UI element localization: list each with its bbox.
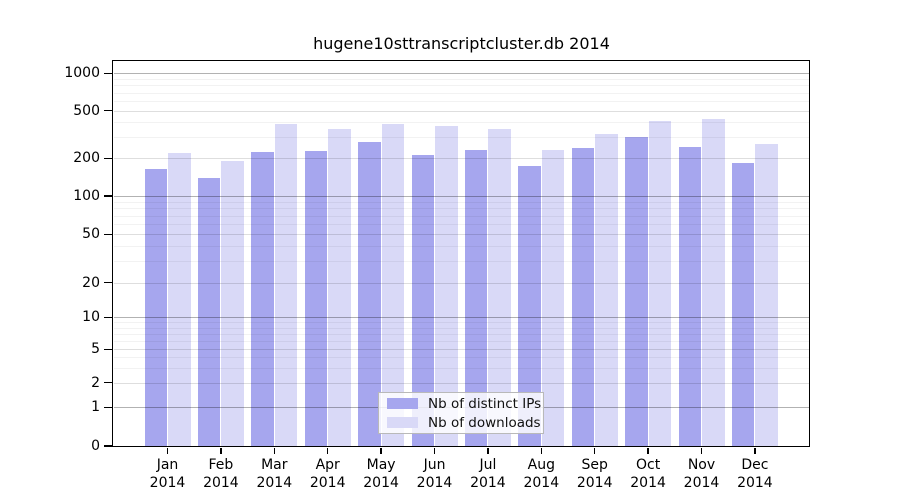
x-axis-tick-label: May 2014 (351, 456, 411, 492)
legend-item-distinct-ips: Nb of distinct IPs (387, 396, 543, 412)
legend: Nb of distinct IPs Nb of downloads (378, 392, 544, 434)
x-tick-year: 2014 (149, 475, 186, 491)
x-tick-month: Sep (581, 457, 608, 473)
x-axis-tick-label: Jun 2014 (405, 456, 465, 492)
x-tick-month: Jun (423, 457, 446, 473)
x-axis-tick (166, 447, 169, 454)
legend-item-downloads: Nb of downloads (387, 415, 543, 431)
y-axis-tick (104, 233, 112, 236)
y-axis-tick-label: 20 (82, 274, 100, 291)
x-tick-year: 2014 (683, 475, 720, 491)
y-axis-tick (104, 445, 112, 447)
plot-area (112, 60, 810, 447)
x-tick-year: 2014 (416, 475, 453, 491)
x-tick-month: Apr (315, 457, 340, 473)
y-axis-tick (104, 72, 112, 75)
x-tick-year: 2014 (523, 475, 560, 491)
y-axis-tick (104, 109, 112, 112)
y-axis-tick (104, 316, 112, 319)
y-axis-tick-label: 200 (73, 150, 100, 167)
x-tick-year: 2014 (309, 475, 346, 491)
legend-label-downloads: Nb of downloads (428, 414, 541, 431)
x-tick-month: Dec (741, 457, 769, 473)
x-tick-month: Mar (261, 457, 288, 473)
y-axis-tick-label: 2 (91, 374, 100, 391)
x-axis-tick (593, 447, 596, 454)
x-tick-year: 2014 (737, 475, 773, 491)
x-tick-month: Oct (635, 457, 661, 473)
y-axis-tick (104, 195, 112, 197)
x-axis-tick-label: Feb 2014 (191, 456, 251, 492)
y-axis-tick-label: 0 (91, 438, 100, 454)
x-tick-year: 2014 (470, 475, 506, 491)
x-axis-tick-label: Apr 2014 (298, 456, 358, 492)
x-axis-tick (326, 447, 329, 454)
y-axis-tick-label: 1000 (64, 65, 100, 82)
x-axis-tick (220, 447, 222, 454)
x-axis-tick (647, 447, 649, 454)
x-axis-tick-label: Jul 2014 (458, 456, 518, 492)
x-axis-tick (700, 447, 703, 454)
x-axis-tick-label: Oct 2014 (618, 456, 678, 492)
x-tick-month: Nov (687, 457, 716, 473)
y-axis-tick (104, 157, 112, 160)
x-tick-year: 2014 (576, 475, 613, 491)
x-axis-tick (754, 447, 756, 454)
y-axis-tick (104, 381, 112, 384)
y-axis-tick-label: 500 (73, 102, 100, 119)
y-axis-tick-label: 5 (91, 341, 100, 358)
y-axis-tick-label: 50 (82, 226, 100, 243)
x-tick-year: 2014 (630, 475, 666, 491)
x-tick-year: 2014 (363, 475, 399, 491)
x-tick-month: Aug (527, 457, 555, 473)
x-tick-year: 2014 (256, 475, 293, 491)
x-axis-tick-label: Jan 2014 (138, 456, 198, 492)
x-axis-tick (433, 447, 436, 454)
x-tick-month: Jul (479, 457, 497, 473)
x-axis-tick-label: Aug 2014 (511, 456, 571, 492)
x-axis-tick (487, 447, 489, 454)
x-tick-year: 2014 (203, 475, 239, 491)
y-axis-tick-label: 100 (73, 188, 100, 204)
x-axis-tick (273, 447, 276, 454)
x-axis-tick-label: Mar 2014 (244, 456, 304, 492)
x-tick-month: May (366, 457, 396, 473)
y-axis-tick (104, 281, 112, 284)
legend-label-distinct-ips: Nb of distinct IPs (428, 395, 542, 412)
x-axis-tick-label: Sep 2014 (565, 456, 625, 492)
y-axis-tick (104, 348, 112, 351)
x-tick-month: Jan (156, 457, 179, 473)
y-axis-tick-label: 1 (91, 399, 100, 416)
y-axis-tick-label: 10 (82, 309, 100, 326)
legend-swatch-distinct-ips (387, 398, 418, 409)
legend-swatch-downloads (387, 417, 418, 428)
x-axis-tick-label: Dec 2014 (725, 456, 785, 492)
x-axis-tick (380, 447, 382, 454)
y-axis-tick (104, 406, 112, 409)
x-axis-tick-label: Nov 2014 (672, 456, 732, 492)
chart-title: hugene10sttranscriptcluster.db 2014 (313, 34, 610, 53)
x-axis-tick (540, 447, 543, 454)
x-tick-month: Feb (208, 457, 234, 473)
